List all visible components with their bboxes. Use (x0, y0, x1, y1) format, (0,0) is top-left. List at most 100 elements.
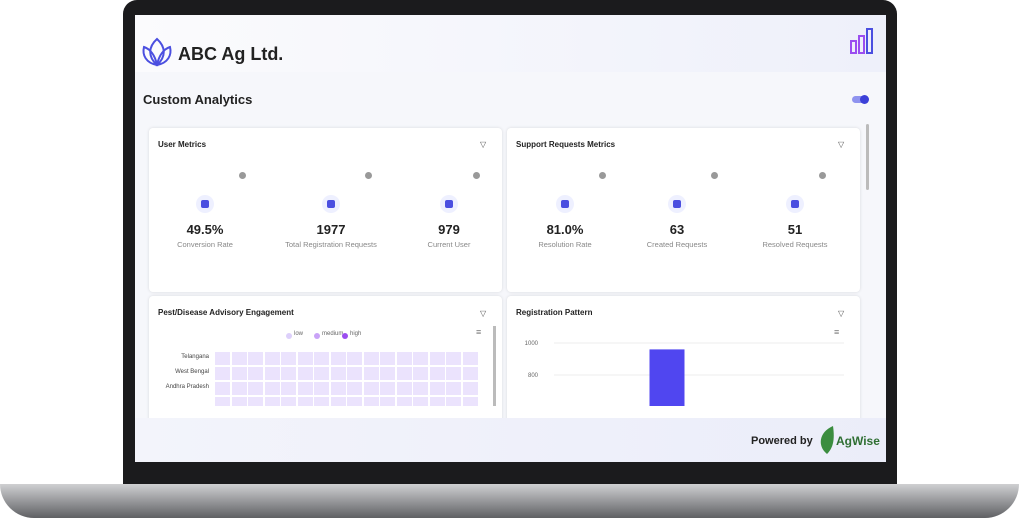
heat-cell (248, 382, 263, 395)
metric-icon (786, 195, 804, 213)
heat-cell (429, 382, 445, 395)
heat-cell (264, 367, 280, 380)
info-icon[interactable] (239, 172, 246, 179)
heat-cell (446, 367, 461, 380)
heat-cell (215, 382, 230, 395)
info-icon[interactable] (599, 172, 606, 179)
row-label: Andhra Pradesh (165, 384, 209, 390)
metric-card: User Metrics ▽ 49.5% Conversion Rate 1977 Tot… (149, 128, 502, 292)
chart-card: Registration Pattern ▽ ≡ 800 1000 (507, 296, 860, 426)
info-icon[interactable] (473, 172, 480, 179)
heat-cell (380, 367, 395, 380)
heat-cell (264, 397, 280, 406)
menu-icon[interactable]: ≡ (476, 327, 482, 337)
heat-cell (396, 352, 412, 365)
heat-cell (264, 382, 280, 395)
metric-label: Resolved Requests (762, 240, 828, 249)
bar-chart: 800 1000 (525, 341, 844, 406)
heat-cell (215, 352, 230, 365)
heat-cell (297, 397, 313, 406)
agwise-leaf (820, 426, 834, 454)
scrollbar (493, 326, 496, 406)
legend-label: medium (322, 331, 344, 337)
heat-cell (231, 397, 247, 406)
brand: ABC Ag Ltd. (178, 44, 284, 64)
row-label: West Bengal (175, 369, 209, 375)
menu-icon[interactable]: ≡ (834, 327, 840, 337)
filter-icon[interactable]: ▽ (838, 140, 845, 149)
heat-cell (248, 397, 263, 406)
heat-cell (363, 352, 379, 365)
heat-cell (413, 397, 428, 406)
heat-cell (462, 352, 478, 365)
metric-value: 81.0% (546, 222, 584, 237)
heat-cell (396, 397, 412, 406)
metric-value: 49.5% (186, 222, 224, 237)
heat-cell (330, 367, 346, 380)
heat-cell (363, 367, 379, 380)
header (135, 15, 886, 72)
heat-cell (330, 352, 346, 365)
legend-swatch (314, 333, 320, 339)
card-title: Support Requests Metrics (516, 140, 616, 149)
heat-cell (297, 352, 313, 365)
y-tick-label: 1000 (525, 341, 539, 347)
heat-cell (446, 352, 461, 365)
heat-cell (215, 367, 230, 380)
heat-cell (462, 382, 478, 395)
heatmap-card: Pest/Disease Advisory Engagement ▽ ≡ low… (149, 296, 502, 426)
card-title: Registration Pattern (516, 308, 593, 317)
info-icon[interactable] (819, 172, 826, 179)
heat-cell (380, 352, 395, 365)
info-icon[interactable] (711, 172, 718, 179)
heat-cell (297, 367, 313, 380)
filter-icon[interactable]: ▽ (480, 140, 487, 149)
heat-cell (314, 352, 329, 365)
metric-label: Resolution Rate (538, 240, 592, 249)
legend-swatch (286, 333, 292, 339)
metric-label: Total Registration Requests (285, 240, 377, 249)
heat-cell (314, 397, 329, 406)
heat-cell (215, 397, 230, 406)
heat-cell (248, 367, 263, 380)
footer: Powered by AgWise (135, 418, 886, 462)
heat-cell (429, 367, 445, 380)
heat-cell (264, 352, 280, 365)
metric-icon (196, 195, 214, 213)
legend-swatch (342, 333, 348, 339)
heat-cell (314, 382, 329, 395)
heat-cell (462, 397, 478, 406)
metric-card: Support Requests Metrics ▽ 81.0% Resolution… (507, 128, 860, 292)
metric-icon (668, 195, 686, 213)
heat-cell (347, 397, 362, 406)
metric-value: 63 (669, 222, 685, 237)
heat-cell (446, 397, 461, 406)
heat-cell (396, 382, 412, 395)
filter-icon[interactable]: ▽ (838, 309, 845, 318)
chart-icon[interactable] (849, 27, 877, 55)
toggle[interactable] (852, 95, 869, 104)
metric-value: 979 (438, 222, 460, 237)
metric-label: Conversion Rate (177, 240, 233, 249)
heat-cell (363, 382, 379, 395)
scrollbar (866, 124, 869, 190)
card-title: User Metrics (158, 140, 207, 149)
info-icon[interactable] (365, 172, 372, 179)
heat-cell (297, 382, 313, 395)
laptop-base (0, 484, 1019, 518)
heat-cell (347, 367, 362, 380)
heat-cell (363, 397, 379, 406)
y-tick-label: 800 (528, 373, 539, 379)
metric-icon (322, 195, 340, 213)
heat-cell (396, 367, 412, 380)
heat-cell (314, 367, 329, 380)
metric-value: 51 (787, 222, 803, 237)
filter-icon[interactable]: ▽ (480, 309, 487, 318)
heat-cell (231, 382, 247, 395)
heat-cell (281, 367, 296, 380)
heat-cell (380, 397, 395, 406)
page-title: Custom Analytics (143, 92, 253, 107)
heat-cell (462, 367, 478, 380)
metric-icon (440, 195, 458, 213)
